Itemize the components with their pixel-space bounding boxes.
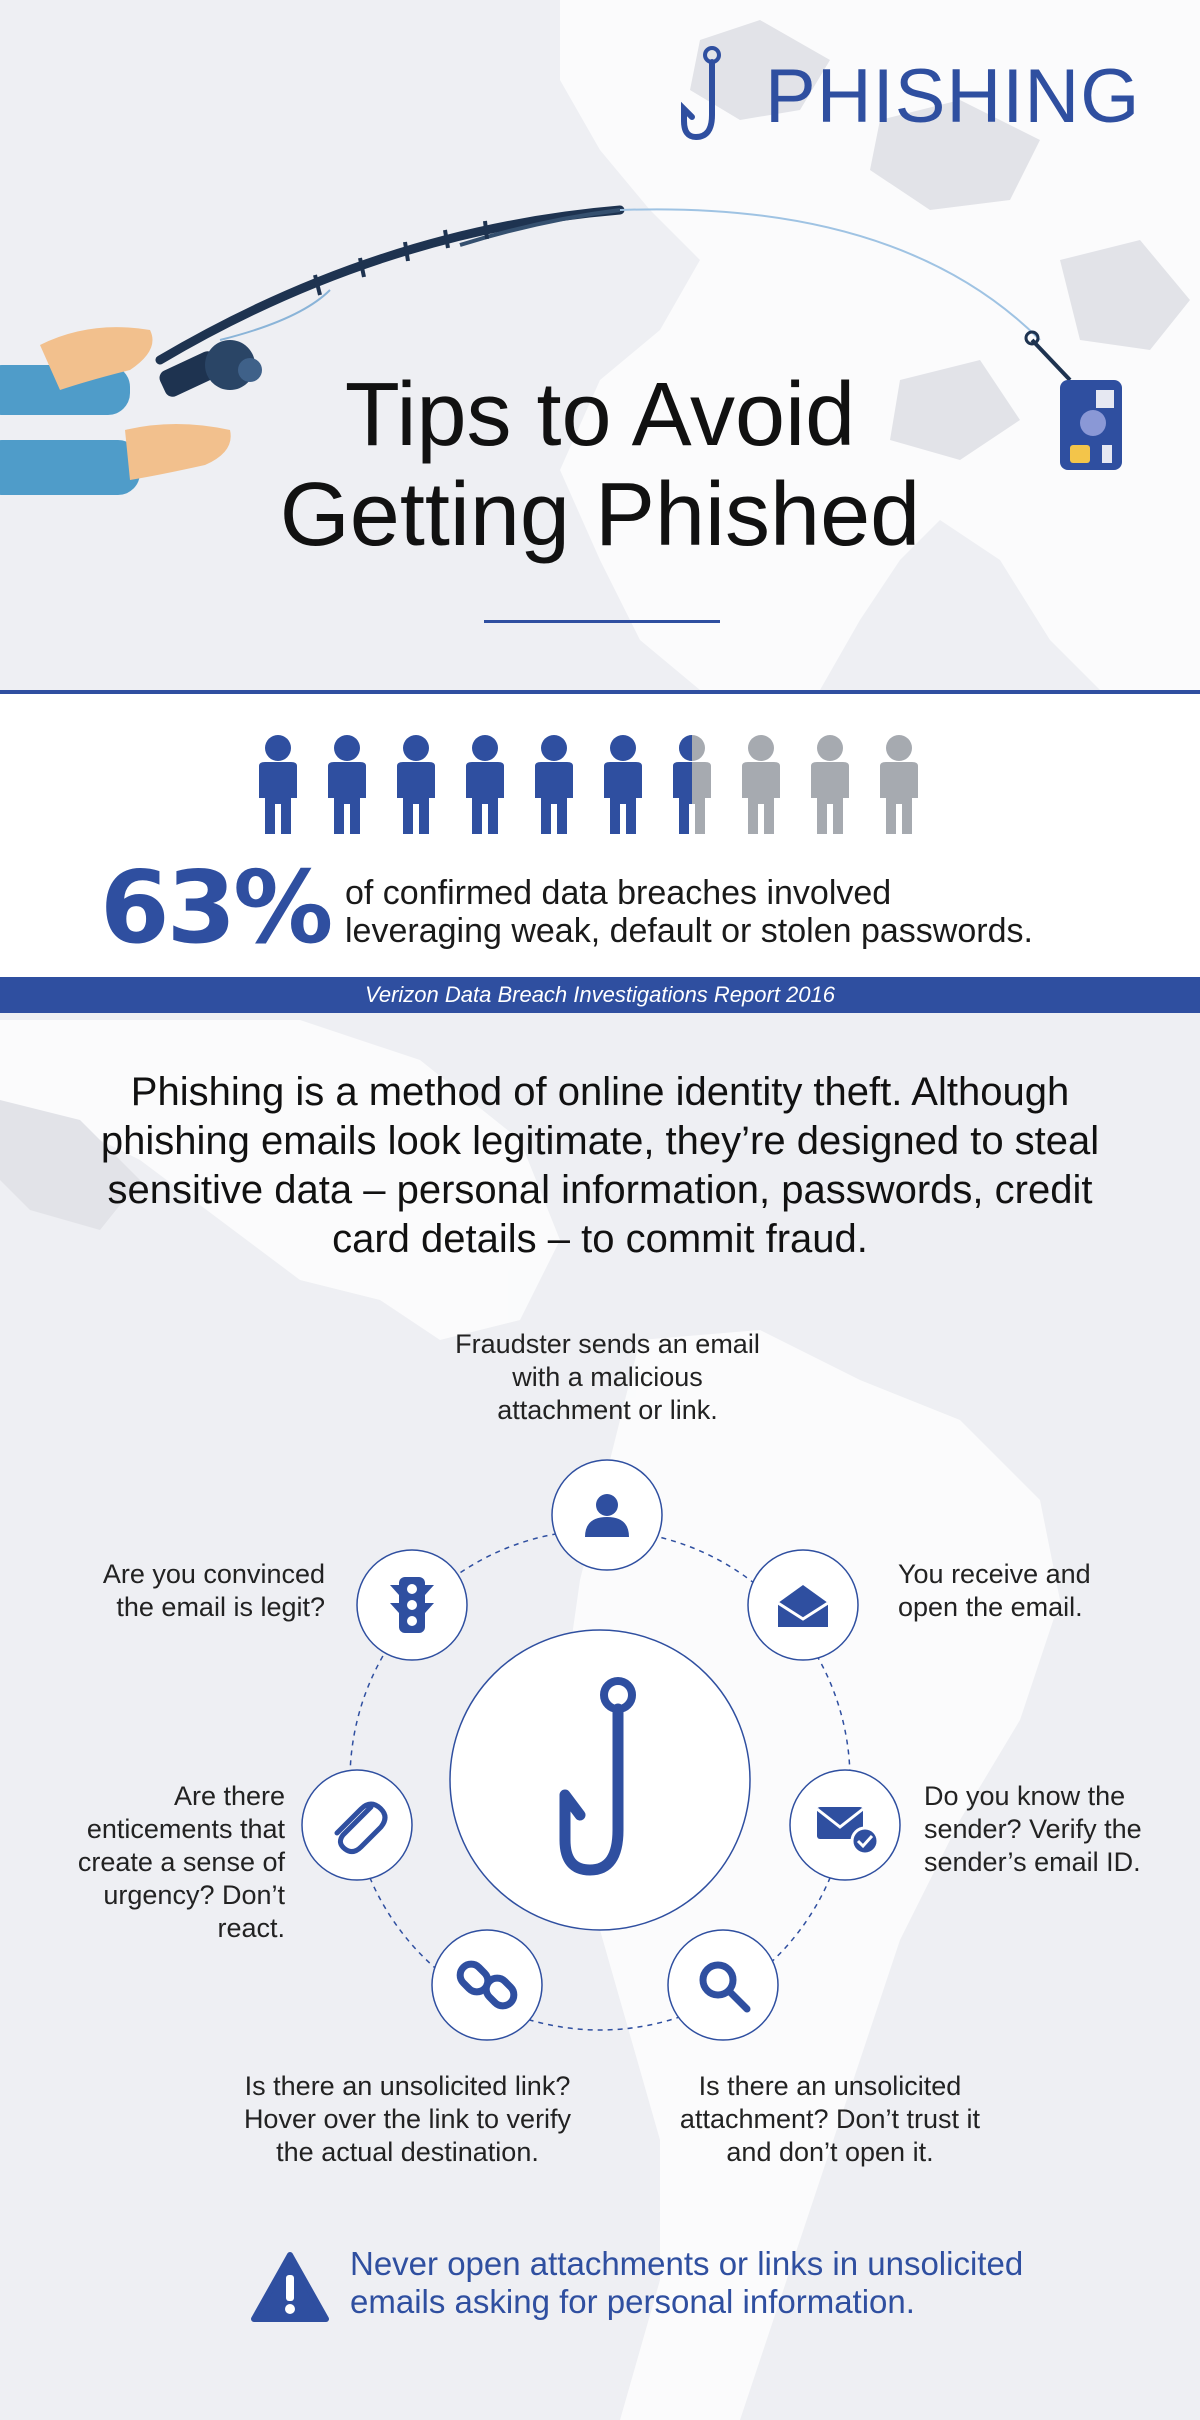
step-icon-search xyxy=(667,1929,779,2041)
person-icon xyxy=(742,735,780,834)
title-underline xyxy=(484,620,720,623)
step-icon-envelope-check xyxy=(789,1769,901,1881)
stat-text-line1: of confirmed data breaches involved xyxy=(345,874,892,912)
user-icon xyxy=(585,1494,629,1537)
cycle-graphic xyxy=(301,1459,901,2041)
hero-title-line2: Getting Phished xyxy=(279,465,921,565)
warning-callout: Never open attachments or links in unsol… xyxy=(250,2245,1150,2335)
step-icon-open-envelope xyxy=(747,1549,859,1661)
stat-description: of confirmed data breaches involved leve… xyxy=(345,874,1145,950)
person-icon xyxy=(880,735,918,834)
person-icon xyxy=(397,735,435,834)
open-envelope-icon xyxy=(777,1585,829,1627)
person-icon xyxy=(604,735,642,834)
brand-title: PHISHING xyxy=(765,54,1141,139)
step-icon-user xyxy=(551,1459,663,1571)
person-icon xyxy=(328,735,366,834)
step-fraudster-sends: Fraudster sends an email with a maliciou… xyxy=(455,1329,760,1425)
statistic-band: 63% of confirmed data breaches involved … xyxy=(0,690,1200,981)
warning-text: Never open attachments or links in unsol… xyxy=(350,2245,1024,2320)
person-icon xyxy=(466,735,504,834)
step-unsolicited-attachment: Is there an unsolicited attachment? Don’… xyxy=(679,2071,981,2167)
brand-header: PHISHING xyxy=(680,45,1160,145)
step-know-sender: Do you know the sender? Verify the sende… xyxy=(924,1781,1142,1877)
step-icon-link xyxy=(431,1929,543,2041)
search-icon xyxy=(699,1961,751,2013)
envelope-check-icon xyxy=(816,1807,880,1856)
step-unsolicited-link: Is there an unsolicited link? Hover over… xyxy=(243,2071,572,2167)
stat-text-line2: leveraging weak, default or stolen passw… xyxy=(345,912,1033,950)
warning-icon xyxy=(251,2252,329,2322)
step-receive-open: You receive and open the email. xyxy=(898,1559,1091,1622)
step-enticements: Are there enticements that create a sens… xyxy=(77,1781,285,1943)
step-icon-traffic-light xyxy=(356,1549,468,1661)
step-icon-paperclip xyxy=(301,1769,413,1881)
hook-icon xyxy=(681,46,721,141)
phishing-cycle-diagram: Fraudster sends an email with a maliciou… xyxy=(0,1300,1200,2180)
fishing-rod-illustration xyxy=(0,205,1122,495)
people-icons xyxy=(259,735,918,834)
paperclip-icon xyxy=(334,1801,388,1855)
source-citation: Verizon Data Breach Investigations Repor… xyxy=(0,977,1200,1013)
person-icon xyxy=(811,735,849,834)
hook-icon xyxy=(559,1677,636,1876)
hero-title-line1: Tips to Avoid xyxy=(344,365,856,465)
step-convinced-legit: Are you convinced the email is legit? xyxy=(102,1559,325,1622)
link-icon xyxy=(456,1960,518,2010)
traffic-light-icon xyxy=(390,1577,434,1633)
person-icon xyxy=(259,735,297,834)
person-icon xyxy=(673,735,711,834)
person-icon xyxy=(535,735,573,834)
intro-paragraph: Phishing is a method of online identity … xyxy=(100,1070,1100,1261)
stat-percentage: 63% xyxy=(100,849,333,966)
hero-title: Tips to Avoid Getting Phished xyxy=(250,365,950,565)
